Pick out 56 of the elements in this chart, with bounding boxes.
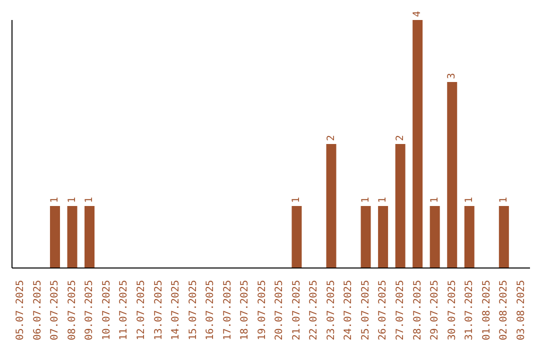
x-tick-label: 20.07.2025	[274, 280, 286, 340]
data-label: 1	[429, 196, 440, 203]
data-label: 1	[291, 196, 302, 203]
x-tick-label: 23.07.2025	[326, 280, 337, 340]
x-tick-label: 22.07.2025	[308, 280, 320, 340]
bar	[412, 20, 423, 268]
x-tick-label: 08.07.2025	[66, 280, 78, 340]
data-label: 1	[49, 196, 60, 203]
x-tick-label: 28.07.2025	[412, 280, 424, 340]
x-tick-label: 30.07.2025	[446, 280, 458, 340]
data-label: 1	[360, 196, 372, 203]
x-tick-label: 25.07.2025	[360, 280, 372, 340]
data-label: 4	[412, 10, 424, 17]
x-tick-label: 24.07.2025	[343, 280, 354, 340]
bar	[50, 206, 60, 268]
data-label: 2	[394, 134, 406, 141]
data-label: 3	[446, 72, 458, 79]
x-tick-label: 19.07.2025	[256, 280, 268, 340]
x-tick-label: 13.07.2025	[153, 280, 164, 340]
data-label: 1	[84, 196, 96, 203]
x-tick-label: 29.07.2025	[430, 280, 441, 340]
bar	[326, 144, 336, 268]
x-tick-label: 11.07.2025	[118, 280, 130, 340]
bar	[464, 206, 474, 268]
data-label: 1	[464, 196, 475, 203]
x-tick-label: 12.07.2025	[136, 280, 147, 340]
x-tick-label: 31.07.2025	[464, 280, 476, 340]
data-label: 2	[326, 134, 337, 141]
x-tick-label: 17.07.2025	[222, 280, 234, 340]
x-tick-label: 03.08.2025	[516, 280, 527, 340]
bar	[67, 206, 78, 268]
bar	[395, 144, 406, 268]
x-tick-label: 18.07.2025	[240, 280, 251, 340]
x-tick-label: 26.07.2025	[378, 280, 389, 340]
bar	[430, 206, 440, 268]
x-tick-label: 14.07.2025	[170, 280, 182, 340]
data-label: 1	[66, 196, 78, 203]
x-tick-label: 05.07.2025	[15, 280, 26, 340]
bar	[84, 206, 95, 268]
x-tick-label: 06.07.2025	[32, 280, 44, 340]
x-tick-label: 09.07.2025	[84, 280, 96, 340]
data-label: 1	[378, 196, 389, 203]
x-tick-label: 02.08.2025	[498, 280, 510, 340]
bar	[378, 206, 388, 268]
bar	[360, 206, 371, 268]
x-tick-label: 27.07.2025	[395, 280, 406, 340]
bar	[498, 206, 509, 268]
x-tick-label: 15.07.2025	[188, 280, 199, 340]
x-tick-label: 16.07.2025	[205, 280, 216, 340]
bar	[447, 82, 458, 268]
x-tick-label: 07.07.2025	[50, 280, 61, 340]
bar	[292, 206, 302, 268]
data-label: 1	[498, 196, 510, 203]
x-tick-label: 10.07.2025	[101, 280, 112, 340]
x-tick-label: 01.08.2025	[481, 280, 492, 340]
x-tick-label: 21.07.2025	[291, 280, 302, 340]
